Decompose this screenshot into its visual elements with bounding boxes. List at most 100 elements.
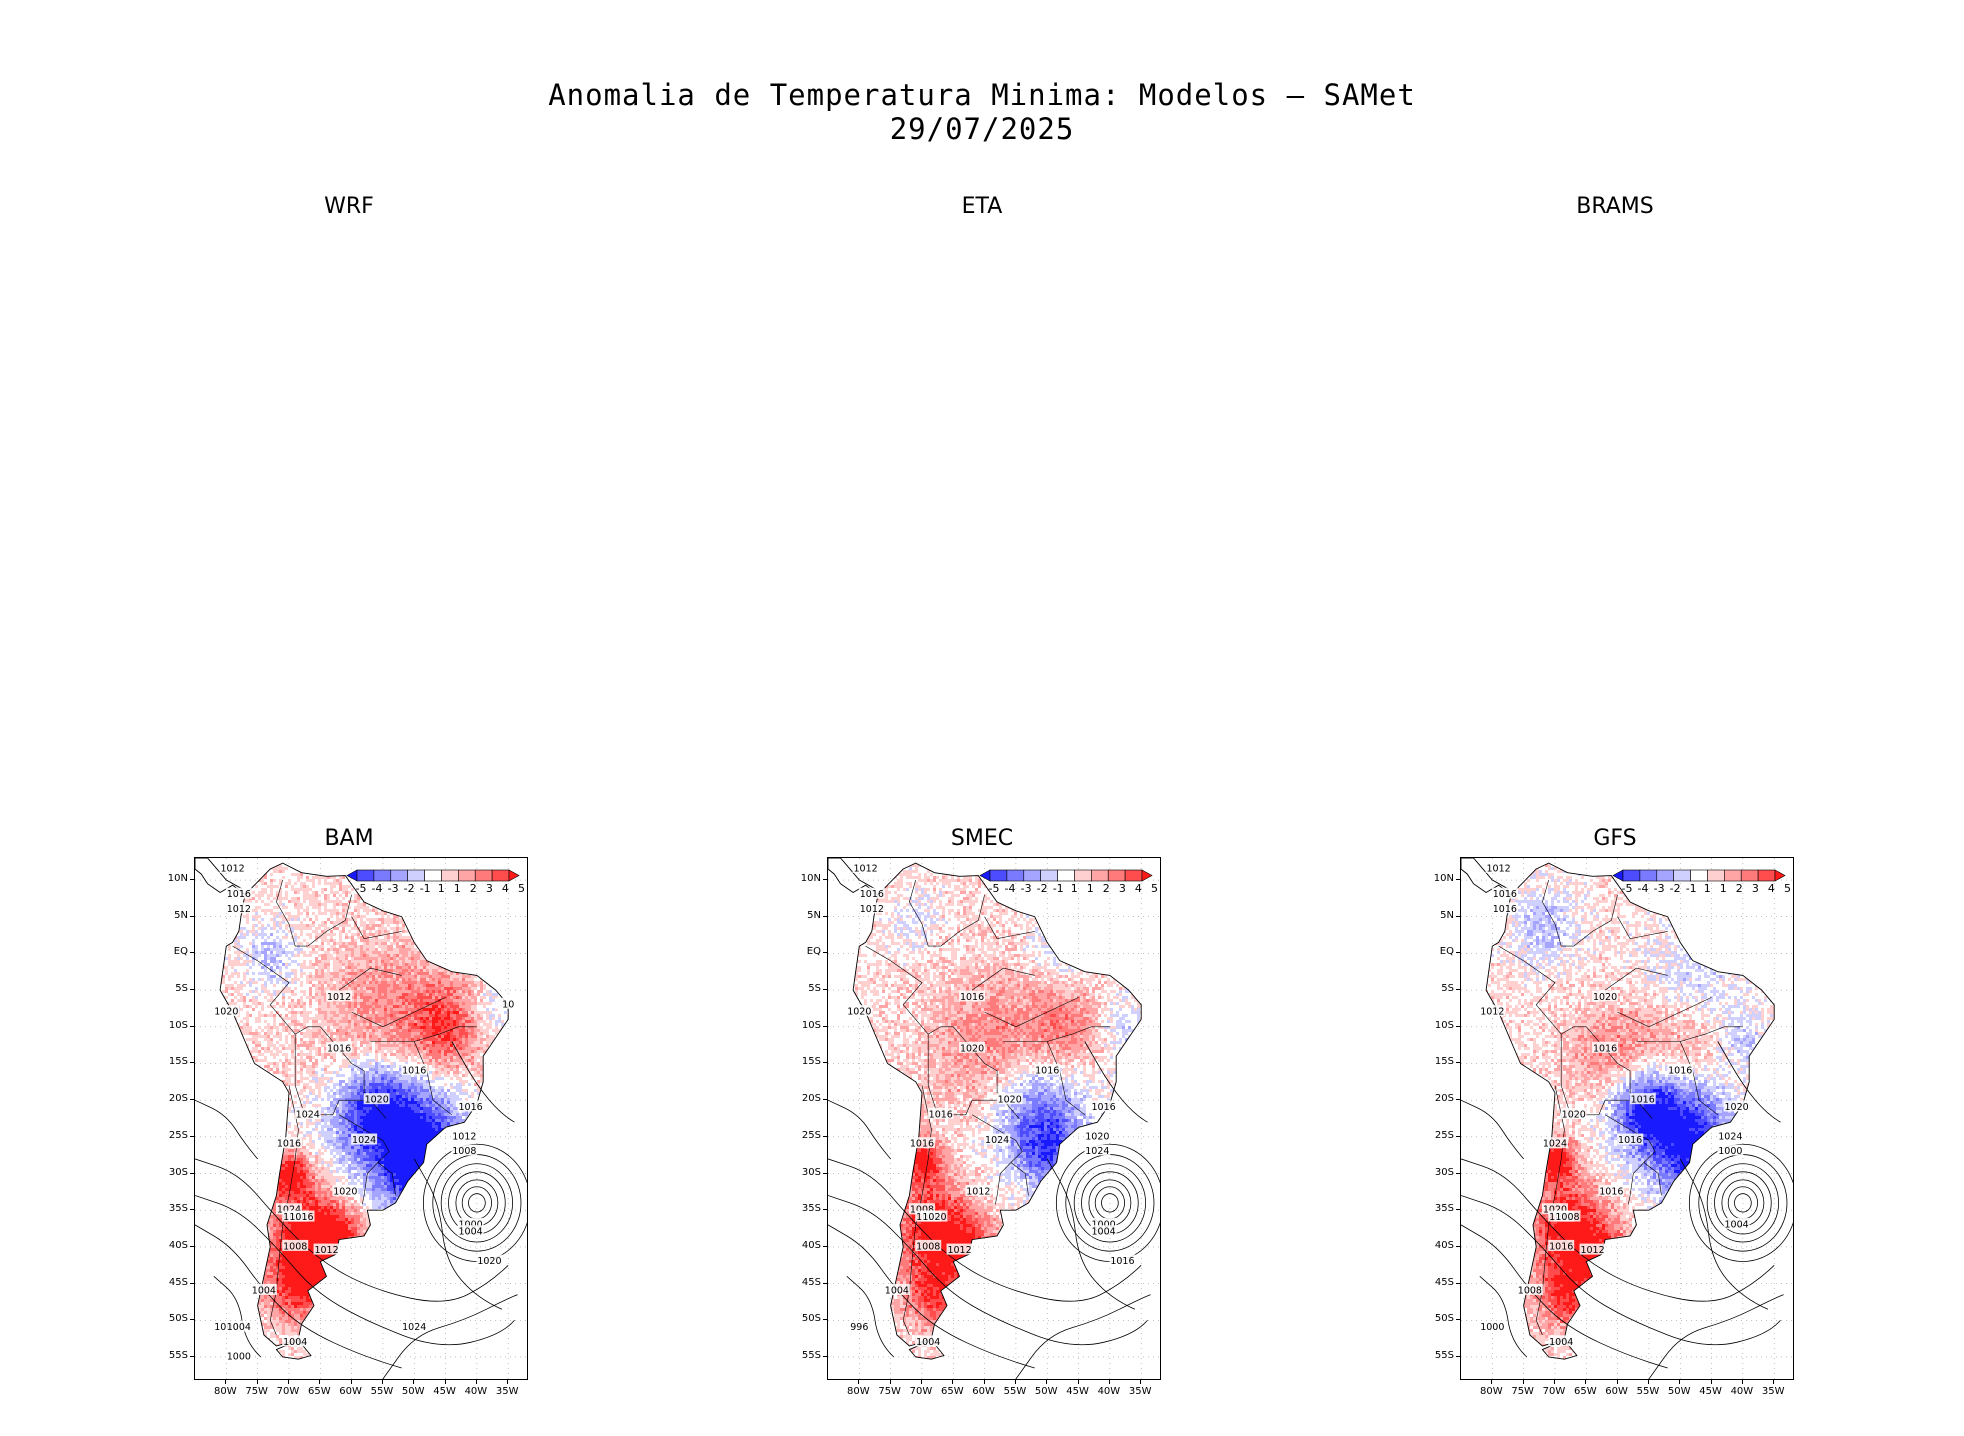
isobar-label: 1016	[1668, 1065, 1692, 1076]
lat-tick	[190, 1062, 195, 1064]
isobar-label: 1012	[452, 1131, 476, 1142]
lon-tick-label: 55W	[366, 1386, 398, 1397]
isobar-label: 1016	[1599, 1186, 1623, 1197]
lon-tick	[287, 1379, 289, 1384]
isobar-label: 1004	[1549, 1337, 1573, 1348]
lat-tick	[823, 1172, 828, 1174]
lat-tick-label: EQ	[160, 946, 188, 957]
isobar-label: 1016	[1092, 1102, 1116, 1113]
lat-tick-label: 35S	[793, 1203, 821, 1214]
lon-tick-label: 70W	[905, 1386, 937, 1397]
lat-tick-label: 25S	[793, 1130, 821, 1141]
isobar-label: 1000	[1718, 1146, 1742, 1157]
lat-tick-label: 35S	[160, 1203, 188, 1214]
lon-tick	[858, 1379, 860, 1384]
lon-tick-label: 80W	[209, 1386, 241, 1397]
lat-tick	[823, 1062, 828, 1064]
isobar-label: 1020	[1725, 1102, 1749, 1113]
lat-tick-label: 5N	[793, 910, 821, 921]
panel-title-brams: BRAMS	[1515, 194, 1715, 219]
lat-tick	[190, 1245, 195, 1247]
isobar-label: 1012	[314, 1245, 338, 1256]
isobar-label: 1020	[477, 1256, 501, 1267]
colorbar-label: 5	[1151, 882, 1158, 895]
colorbar-label: 1	[1720, 882, 1727, 895]
colorbar-label: 5	[518, 882, 525, 895]
isobar-label: 1004	[1092, 1227, 1116, 1238]
colorbar-label: -2	[1037, 882, 1048, 895]
isobar-label: 1012	[1480, 1007, 1504, 1018]
panel-title-bam: BAM	[249, 826, 449, 851]
map-panel-gfs: 1012 1016 1016 1012 1020 1016 1016 1016 1020 1024…	[1460, 857, 1794, 1380]
lon-tick	[952, 1379, 954, 1384]
lon-tick-label: 35W	[1124, 1386, 1156, 1397]
lon-tick-label: 35W	[491, 1386, 523, 1397]
panel-title-wrf: WRF	[249, 194, 449, 219]
colorbar-label: -4	[1638, 882, 1649, 895]
lat-tick-label: 10N	[1426, 873, 1454, 884]
lat-tick	[190, 1319, 195, 1321]
lat-tick-label: 5N	[160, 910, 188, 921]
lon-tick-label: 80W	[1475, 1386, 1507, 1397]
lon-tick-label: 50W	[1030, 1386, 1062, 1397]
lat-tick-label: 20S	[1426, 1093, 1454, 1104]
lat-tick	[1456, 1172, 1461, 1174]
map-panel-smec: 1012 1016 1012 1020 1016 1020 1016 1020 1016 1016…	[827, 857, 1161, 1380]
colorbar-label: 2	[1736, 882, 1743, 895]
isobar-label: 1024	[1718, 1131, 1742, 1142]
lon-tick	[1077, 1379, 1079, 1384]
lon-tick-label: 70W	[272, 1386, 304, 1397]
lat-tick	[1456, 879, 1461, 880]
isobar-label: 1020	[333, 1186, 357, 1197]
lon-tick-label: 65W	[1569, 1386, 1601, 1397]
colorbar-label: 1	[1087, 882, 1094, 895]
lat-tick	[1456, 1282, 1461, 1284]
lat-tick	[190, 1209, 195, 1211]
isobar-label: 1016	[929, 1109, 953, 1120]
colorbar-label: -1	[1686, 882, 1697, 895]
lon-tick	[1585, 1379, 1587, 1384]
isobar-label: 1024	[1085, 1146, 1109, 1157]
lon-tick-label: 55W	[999, 1386, 1031, 1397]
isobar-label: 1020	[1562, 1109, 1586, 1120]
isobar-label: 1020	[960, 1043, 984, 1054]
lon-tick-label: 55W	[1632, 1386, 1664, 1397]
lat-tick-label: 5S	[793, 983, 821, 994]
lon-tick	[983, 1379, 985, 1384]
lat-tick	[823, 1245, 828, 1247]
isobar-label: 1024	[277, 1205, 301, 1216]
figure-date: 29/07/2025	[0, 112, 1964, 146]
lon-tick-label: 75W	[874, 1386, 906, 1397]
lat-tick	[1456, 915, 1461, 917]
isobar-label: 1016	[1631, 1095, 1655, 1106]
isobar-label: 1016	[960, 992, 984, 1003]
isobar-label: 1020	[365, 1095, 389, 1106]
lat-tick	[190, 1025, 195, 1027]
lat-tick-label: 10S	[793, 1020, 821, 1031]
lat-tick-label: 40S	[1426, 1240, 1454, 1251]
isobar-label: 1016	[402, 1065, 426, 1076]
isobar-label: 1016	[1035, 1065, 1059, 1076]
colorbar-label: 4	[1768, 882, 1775, 895]
colorbar-label: -4	[372, 882, 383, 895]
isobar-label: 1024	[985, 1135, 1009, 1146]
isobar-label: 1012	[1580, 1245, 1604, 1256]
lat-tick-label: 50S	[1426, 1313, 1454, 1324]
lat-tick-label: 55S	[1426, 1350, 1454, 1361]
lat-tick-label: 30S	[1426, 1167, 1454, 1178]
lon-tick	[1108, 1379, 1110, 1384]
lat-tick	[823, 1135, 828, 1137]
colorbar-label: 2	[1103, 882, 1110, 895]
panel-title-eta: ETA	[882, 194, 1082, 219]
lat-tick-label: 25S	[1426, 1130, 1454, 1141]
lat-tick	[1456, 1245, 1461, 1247]
lon-tick	[1616, 1379, 1618, 1384]
isobar-label: 1016	[227, 889, 251, 900]
isobar-label: 1016	[860, 889, 884, 900]
lat-tick-label: 5S	[1426, 983, 1454, 994]
lat-tick	[190, 1099, 195, 1101]
lat-tick	[190, 915, 195, 917]
colorbar-label: -2	[404, 882, 415, 895]
lat-tick	[190, 952, 195, 954]
lon-tick	[319, 1379, 321, 1384]
